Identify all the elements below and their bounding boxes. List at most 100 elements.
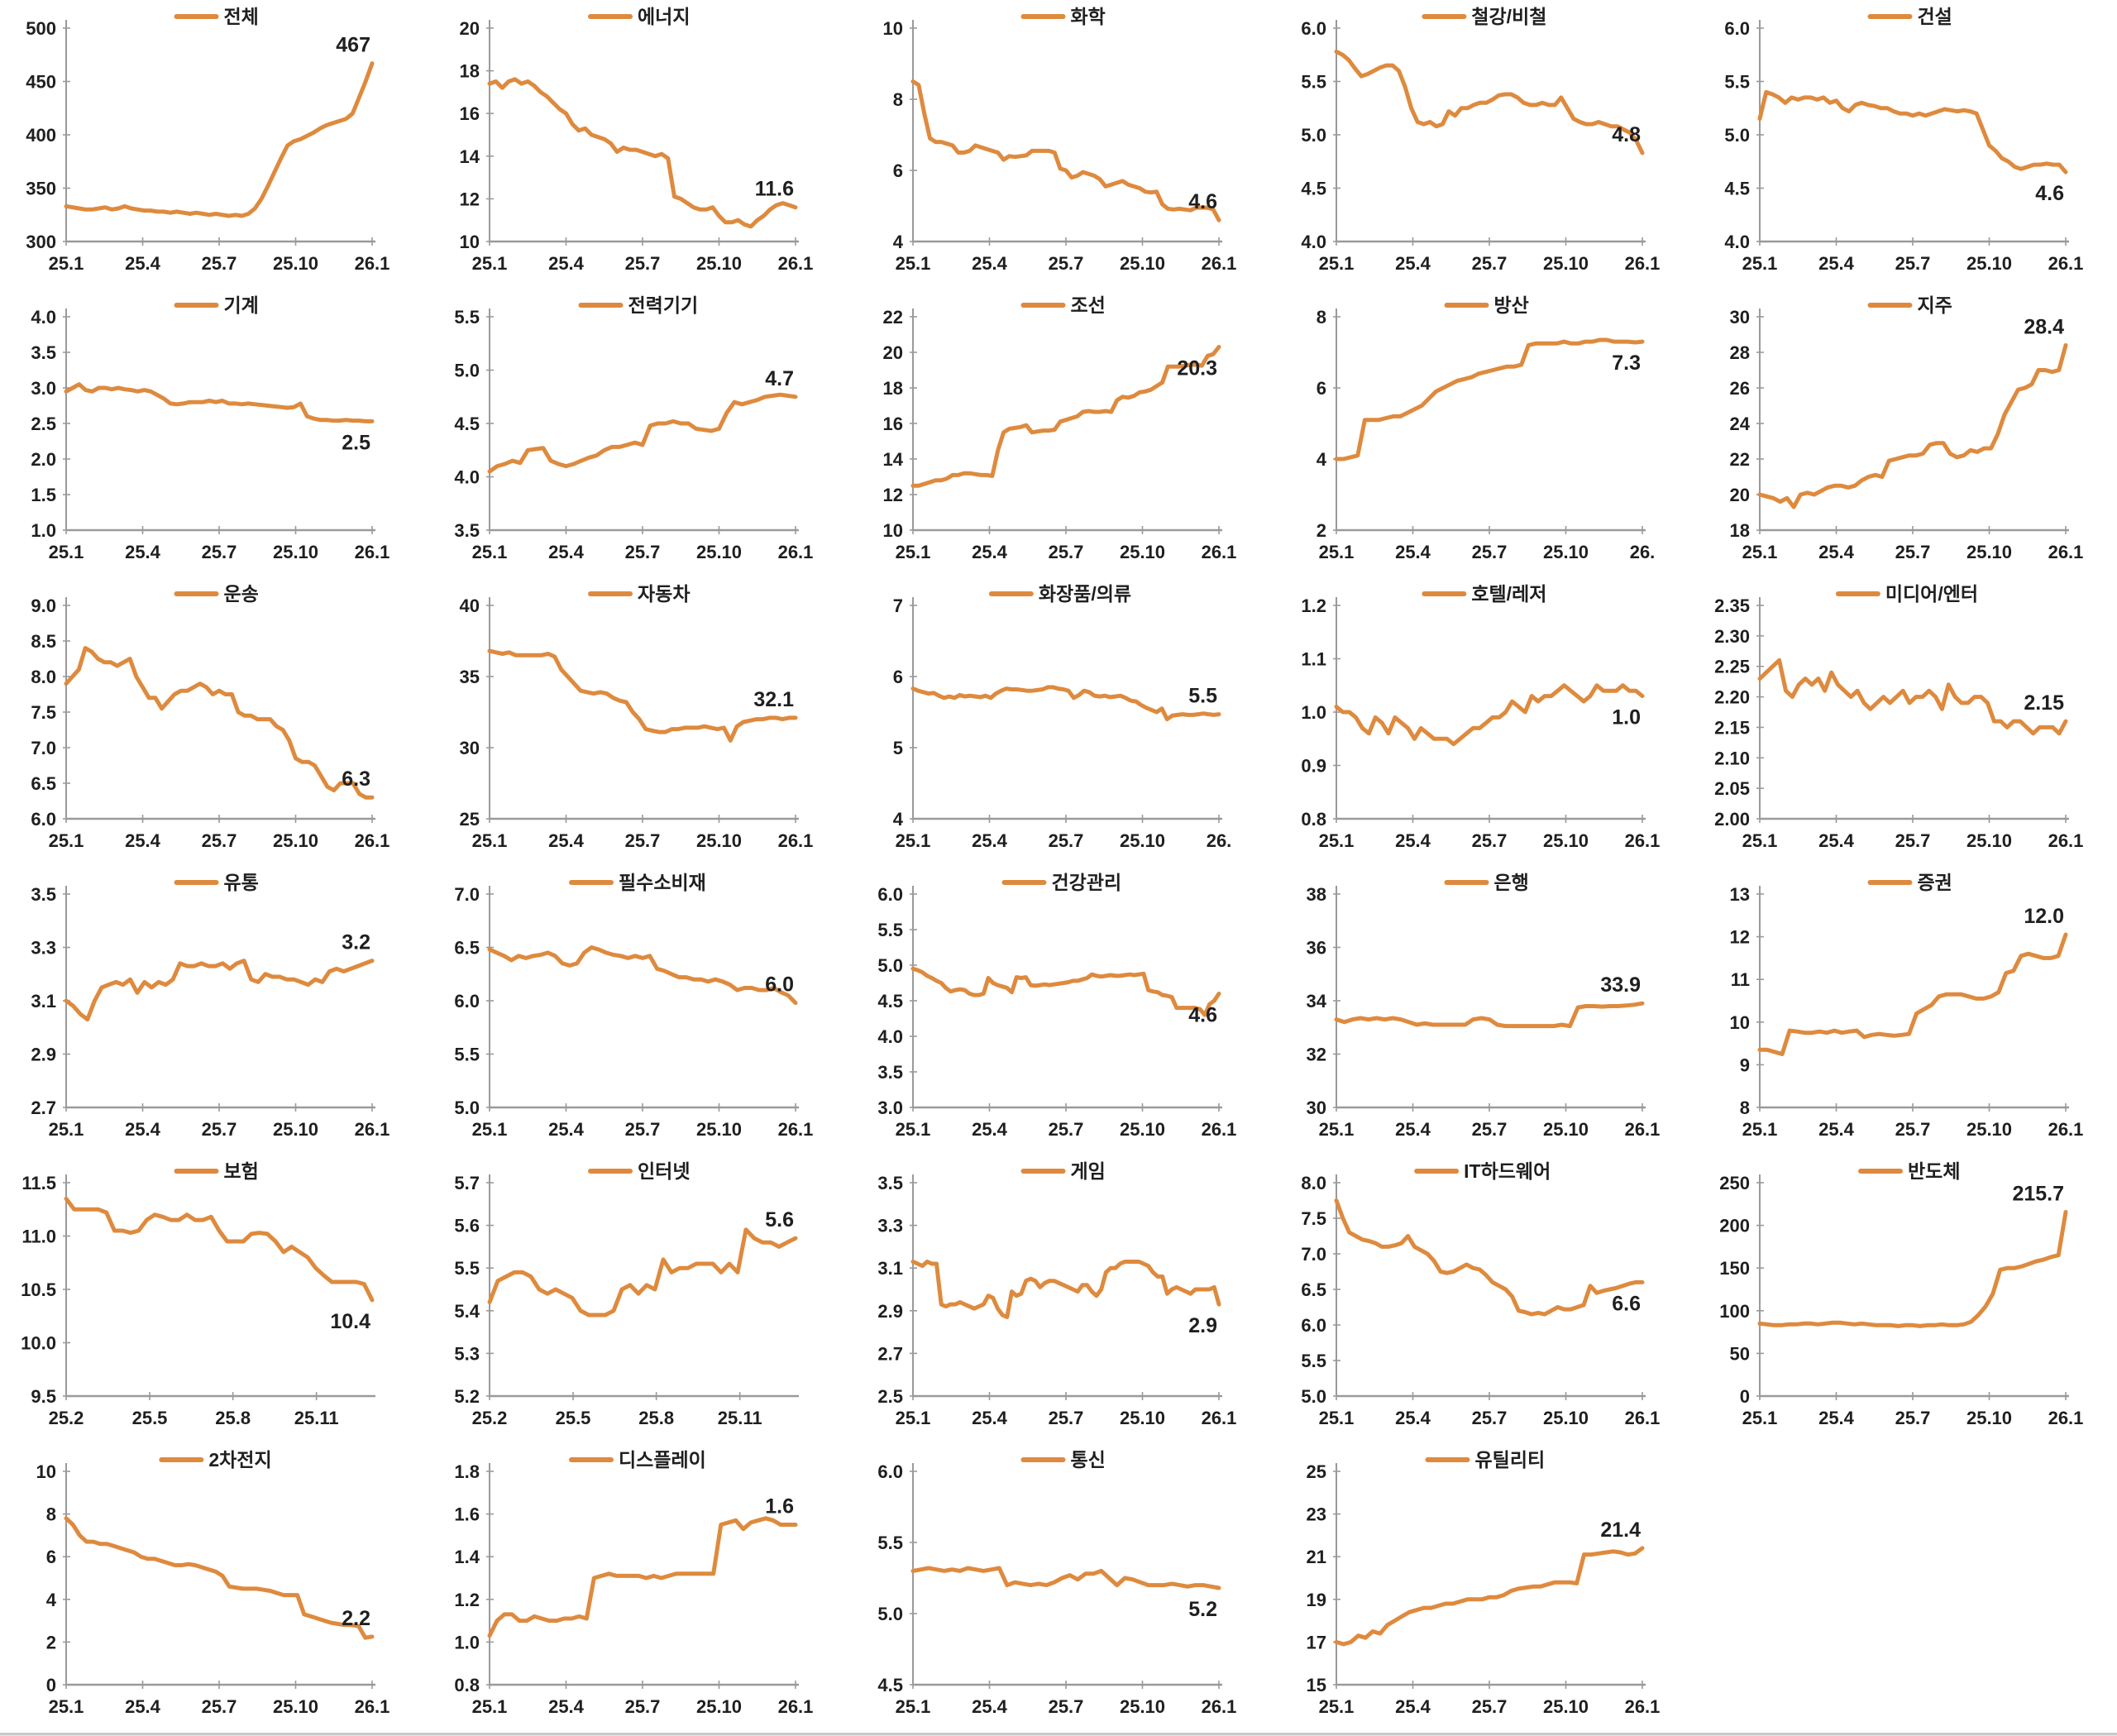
- series-end-value: 5.2: [1188, 1598, 1217, 1621]
- y-tick-label: 0: [46, 1675, 56, 1695]
- sector-chart: 10 12 14 16 18 20 22 25.1 25.4 25.7 25.10 26.1 조선 20.…: [847, 289, 1270, 577]
- chart-canvas: 30 32 34 36 38 25.1 25.4 25.7 25.10 26.1 은행 33.9: [1307, 872, 1661, 1140]
- series-end-value: 2.5: [342, 431, 370, 454]
- series-line: [64, 382, 375, 423]
- x-tick-label: 26.: [1630, 542, 1656, 562]
- y-tick-label: 30: [1307, 1098, 1326, 1118]
- x-tick-label: 26.1: [355, 1119, 390, 1140]
- x-tick-label: 26.1: [1625, 253, 1661, 274]
- series-line: [487, 648, 798, 743]
- sector-chart: 4.0 4.5 5.0 5.5 6.0 25.1 25.4 25.7 25.10 26.1 철강/비…: [1270, 0, 1694, 289]
- chart-canvas: 1.0 1.5 2.0 2.5 3.0 3.5 4.0 25.1 25.4 25.7 25.10 26…: [31, 294, 389, 562]
- y-tick-label: 4.0: [31, 307, 56, 328]
- y-tick-label: 450: [26, 72, 56, 93]
- series-line: [1334, 1198, 1645, 1317]
- sector-chart: 0.8 1.0 1.2 1.4 1.6 1.8 25.1 25.4 25.7 25.10 26.1 디…: [423, 1443, 847, 1732]
- x-tick-label: 25.5: [556, 1408, 591, 1428]
- legend-title: 지주: [1918, 294, 1952, 316]
- legend-title: 전체: [224, 6, 259, 27]
- y-tick-label: 5.5: [1301, 72, 1326, 93]
- y-tick-label: 3.1: [31, 991, 56, 1011]
- x-tick-label: 25.10: [273, 830, 318, 851]
- series-end-value: 2.2: [342, 1607, 370, 1630]
- x-tick-label: 25.10: [273, 542, 318, 562]
- y-tick-label: 5.4: [454, 1301, 480, 1322]
- series-line: [64, 959, 375, 1022]
- y-tick-label: 2: [1317, 520, 1326, 541]
- x-tick-label: 25.4: [972, 830, 1008, 851]
- y-tick-label: 21: [1307, 1547, 1326, 1567]
- x-tick-label: 25.4: [1395, 830, 1431, 851]
- x-tick-label: 25.10: [1543, 1696, 1589, 1717]
- y-tick-label: 5.5: [1301, 1351, 1326, 1371]
- x-tick-label: 25.10: [696, 1696, 742, 1717]
- y-tick-label: 10.5: [21, 1279, 56, 1300]
- x-tick-label: 25.7: [1049, 1696, 1084, 1717]
- x-tick-label: 26.1: [1202, 1696, 1237, 1717]
- x-tick-label: 25.7: [1049, 1119, 1084, 1140]
- y-tick-label: 1.0: [454, 1632, 480, 1652]
- x-tick-label: 25.7: [1472, 1119, 1508, 1140]
- x-tick-label: 25.4: [972, 253, 1008, 274]
- x-tick-label: 25.1: [472, 542, 508, 562]
- x-tick-label: 25.7: [1472, 542, 1508, 562]
- x-tick-label: 25.1: [49, 253, 84, 274]
- legend-title: 자동차: [638, 583, 690, 605]
- y-tick-label: 2.7: [31, 1098, 56, 1118]
- y-tick-label: 4.0: [1301, 232, 1326, 252]
- y-tick-label: 5.5: [877, 920, 903, 940]
- x-tick-label: 25.4: [548, 1696, 585, 1717]
- y-tick-label: 8.0: [1301, 1173, 1326, 1193]
- x-tick-label: 25.10: [273, 1119, 318, 1140]
- y-tick-label: 5.6: [454, 1216, 480, 1236]
- x-tick-label: 25.1: [896, 1408, 931, 1428]
- sector-chart: 2.7 2.9 3.1 3.3 3.5 25.1 25.4 25.7 25.10 26.1 유통 3.…: [0, 866, 423, 1155]
- series-end-value: 4.6: [1188, 1003, 1217, 1026]
- series-line: [487, 1227, 798, 1318]
- y-tick-label: 10: [1730, 1012, 1750, 1033]
- series-line: [1757, 89, 2068, 175]
- y-tick-label: 3.0: [31, 378, 56, 399]
- sector-chart: 2 4 6 8 25.1 25.4 25.7 25.10 26. 방산 7.3: [1270, 289, 1694, 577]
- y-tick-label: 1.1: [1301, 649, 1326, 670]
- y-tick-label: 5.2: [454, 1386, 480, 1407]
- series-end-value: 7.3: [1612, 352, 1641, 375]
- y-tick-label: 20: [883, 342, 903, 363]
- y-tick-label: 30: [1730, 307, 1750, 328]
- chart-canvas: 2.5 2.7 2.9 3.1 3.3 3.5 25.1 25.4 25.7 25.10 26.1 게…: [877, 1160, 1236, 1428]
- y-tick-label: 5.7: [454, 1173, 480, 1193]
- x-tick-label: 25.2: [49, 1408, 84, 1428]
- series-line: [487, 392, 798, 474]
- chart-canvas: 10 12 14 16 18 20 22 25.1 25.4 25.7 25.10 26.1 조선 20.…: [883, 294, 1237, 562]
- y-tick-label: 5.0: [1301, 1386, 1326, 1407]
- x-tick-label: 25.7: [1049, 542, 1084, 562]
- x-tick-label: 25.7: [202, 1696, 237, 1717]
- y-tick-label: 5.0: [1301, 125, 1326, 146]
- y-tick-label: 3.5: [31, 342, 56, 363]
- series-line: [1334, 49, 1645, 155]
- x-tick-label: 25.10: [1543, 1119, 1589, 1140]
- y-tick-label: 6.0: [1301, 1315, 1326, 1336]
- x-tick-label: 25.7: [1472, 830, 1508, 851]
- x-tick-label: 25.1: [49, 830, 84, 851]
- y-tick-label: 9.5: [31, 1386, 56, 1407]
- x-tick-label: 25.1: [896, 1696, 931, 1717]
- series-end-value: 28.4: [2024, 315, 2064, 338]
- y-tick-label: 14: [883, 449, 904, 470]
- y-tick-label: 0.9: [1301, 756, 1326, 777]
- series-end-value: 4.7: [765, 367, 794, 390]
- x-tick-label: 25.4: [1395, 1408, 1431, 1428]
- sector-chart: 15 17 19 21 23 25 25.1 25.4 25.7 25.10 26.1 유틸리티 21.…: [1270, 1443, 1694, 1732]
- legend-title: 운송: [224, 583, 259, 605]
- y-tick-label: 4.5: [1301, 179, 1326, 199]
- series-line: [910, 685, 1221, 722]
- y-tick-label: 18: [460, 61, 480, 82]
- chart-canvas: 300 350 400 450 500 25.1 25.4 25.7 25.10 26.1 전체 46…: [26, 6, 389, 274]
- x-tick-label: 25.10: [1543, 253, 1589, 274]
- x-tick-label: 25.1: [49, 1696, 84, 1717]
- y-tick-label: 4.5: [877, 1675, 903, 1695]
- x-tick-label: 25.4: [548, 542, 585, 562]
- legend-title: 유통: [224, 872, 259, 893]
- y-tick-label: 10: [36, 1461, 56, 1482]
- x-tick-label: 25.4: [1818, 542, 1855, 562]
